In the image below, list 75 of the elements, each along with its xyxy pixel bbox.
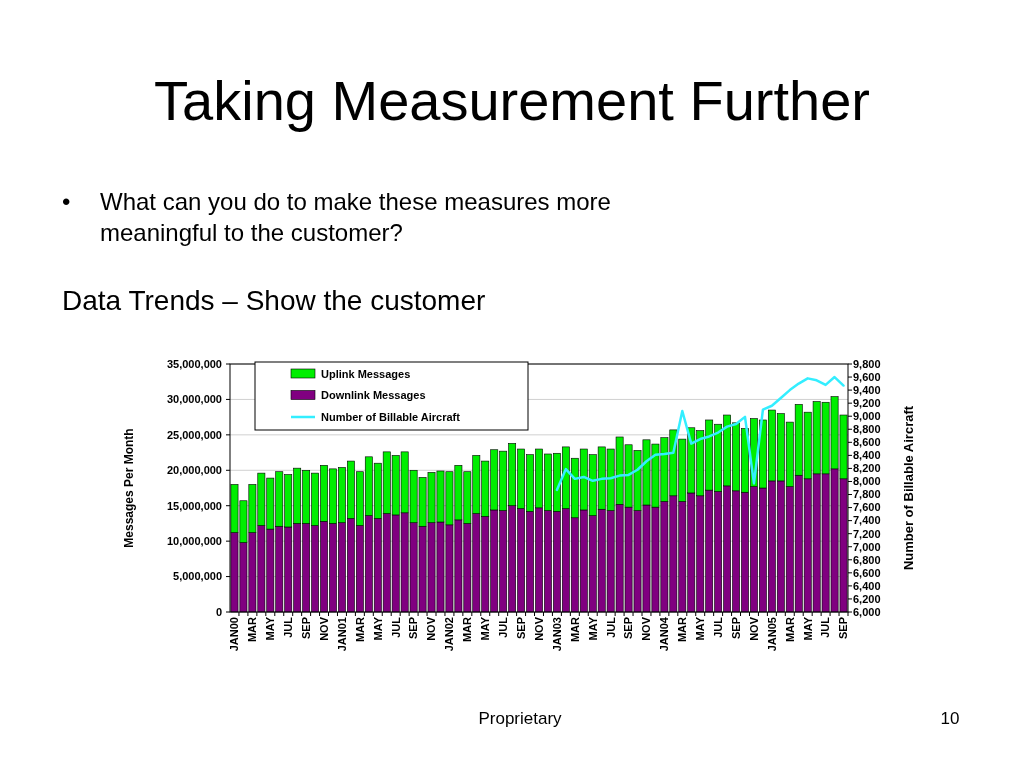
x-tick-label: JAN05 <box>765 617 778 652</box>
x-tick-label: JAN03 <box>550 617 563 652</box>
legend-label: Downlink Messages <box>321 389 426 402</box>
x-tick-label: SEP <box>299 617 312 640</box>
y-tick-label: 30,000,000 <box>166 393 222 406</box>
x-tick-label: SEP <box>514 617 527 640</box>
y2-tick-label: 7,000 <box>853 540 881 553</box>
x-tick-label: JUL <box>604 616 617 638</box>
x-tick-label: JAN02 <box>443 617 456 652</box>
x-tick-label: MAY <box>586 616 599 641</box>
x-tick-label: JUL <box>819 616 832 638</box>
y2-tick-label: 9,200 <box>853 397 881 410</box>
y2-tick-label: 6,200 <box>853 592 881 605</box>
y2-tick-label: 6,400 <box>853 579 881 592</box>
y2-axis-title: Number of Billable Aircraft <box>901 405 916 571</box>
x-tick-label: NOV <box>317 616 330 641</box>
x-tick-label: MAR <box>461 616 474 643</box>
x-tick-label: SEP <box>407 617 420 640</box>
x-tick-label: MAR <box>353 616 366 643</box>
y-tick-label: 0 <box>215 605 222 618</box>
x-tick-label: MAR <box>246 616 259 643</box>
x-tick-label: JUL <box>282 616 295 638</box>
x-tick-label: JAN01 <box>335 617 348 652</box>
x-tick-label: JAN00 <box>228 617 241 652</box>
legend-label: Number of Billable Aircraft <box>321 410 461 423</box>
line-series <box>555 375 845 492</box>
text: What can you do to make these measures more meaningful to the customer? <box>100 188 611 247</box>
y2-tick-label: 8,000 <box>853 475 881 488</box>
y2-tick-label: 7,200 <box>853 527 881 540</box>
x-tick-label: NOV <box>640 616 653 641</box>
y2-tick-label: 7,800 <box>853 488 881 501</box>
x-tick-label: SEP <box>729 617 742 640</box>
legend-label: Uplink Messages <box>321 367 411 380</box>
x-tick-label: MAR <box>568 616 581 643</box>
y2-tick-label: 8,600 <box>853 436 881 449</box>
y2-tick-label: 8,200 <box>853 462 881 475</box>
y-tick-label: 20,000,000 <box>166 464 222 477</box>
y2-tick-label: 8,800 <box>853 423 881 436</box>
y2-tick-label: 6,000 <box>853 605 881 618</box>
x-tick-label: JUL <box>497 616 510 638</box>
x-tick-label: SEP <box>622 617 635 640</box>
x-tick-label: MAR <box>783 616 796 643</box>
text: Proprietary <box>478 709 563 728</box>
y2-tick-label: 9,000 <box>853 410 881 423</box>
x-tick-label: SEP <box>837 617 850 640</box>
y-tick-label: 5,000,000 <box>173 570 222 583</box>
x-tick-label: MAY <box>801 616 814 641</box>
text: • <box>62 188 71 215</box>
x-tick-label: JUL <box>389 616 402 638</box>
y2-tick-label: 9,600 <box>853 370 881 383</box>
y-axis-title: Messages Per Month <box>122 428 136 548</box>
y2-tick-label: 6,600 <box>853 566 881 579</box>
y-tick-label: 10,000,000 <box>166 534 222 547</box>
x-tick-label: MAY <box>371 616 384 641</box>
chart-title: Taking Measurement Further <box>154 69 870 132</box>
text: 10 <box>940 709 960 728</box>
x-tick-label: JUL <box>711 616 724 638</box>
x-tick-label: NOV <box>532 616 545 641</box>
x-tick-label: MAR <box>676 616 689 643</box>
y2-tick-label: 9,400 <box>853 383 881 396</box>
y-tick-label: 25,000,000 <box>166 428 222 441</box>
y2-tick-label: 7,400 <box>853 514 881 527</box>
y-tick-label: 35,000,000 <box>166 357 222 370</box>
chart-subtitle: Data Trends – Show the customer <box>62 285 486 316</box>
y2-tick-label: 9,800 <box>853 357 881 370</box>
x-tick-label: MAY <box>479 616 492 641</box>
x-tick-label: MAY <box>694 616 707 641</box>
x-tick-label: NOV <box>747 616 760 641</box>
y2-tick-label: 7,600 <box>853 501 881 514</box>
x-tick-label: JAN04 <box>658 616 671 652</box>
y-tick-label: 15,000,000 <box>166 499 222 512</box>
y2-tick-label: 8,400 <box>853 449 881 462</box>
x-tick-label: NOV <box>425 616 438 641</box>
x-tick-label: MAY <box>264 616 277 641</box>
y2-tick-label: 6,800 <box>853 553 881 566</box>
